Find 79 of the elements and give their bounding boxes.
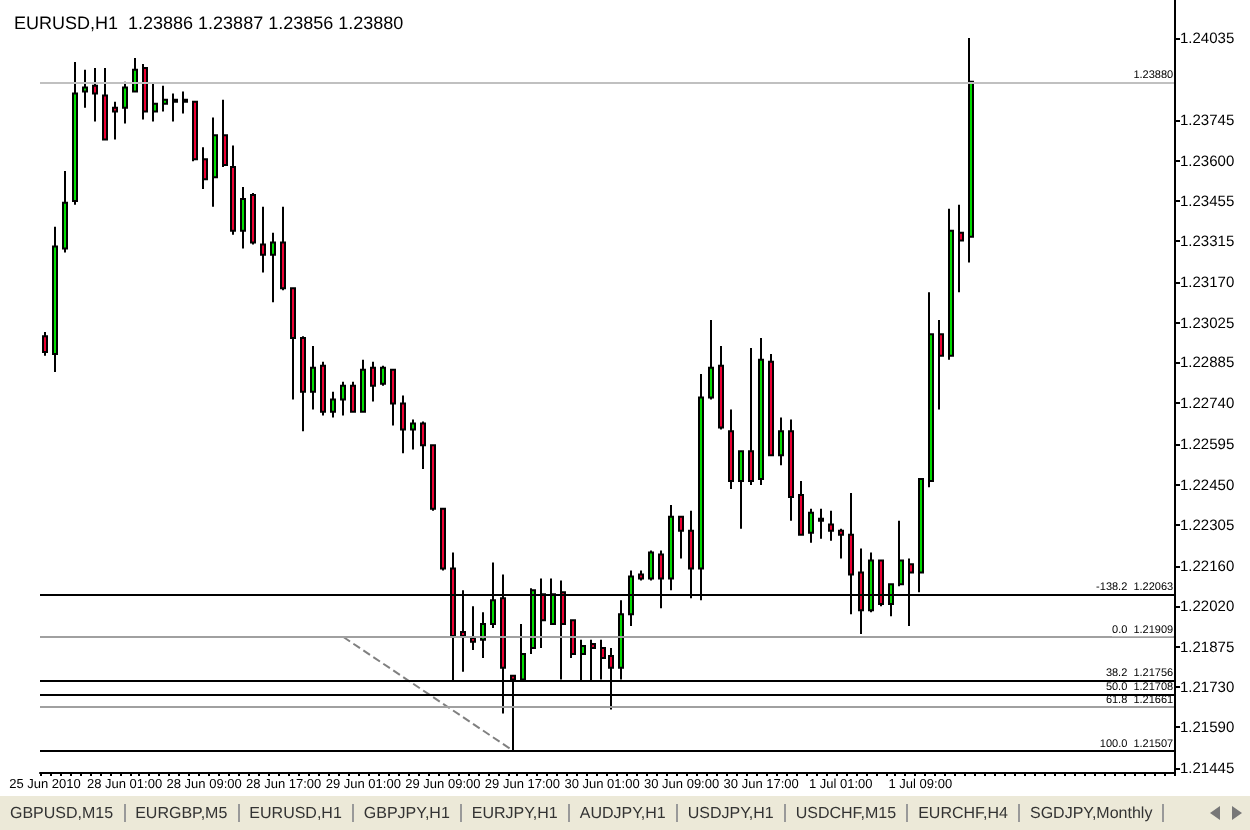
candlestick: [280, 205, 286, 292]
candlestick: [728, 408, 734, 491]
text: EURUSD,H1 1.23886 1.23887 1.23856 1.23880: [14, 13, 404, 33]
text: GBPUSD,M15: [0, 804, 126, 822]
candlestick: [250, 192, 256, 246]
candlestick: [768, 352, 774, 457]
text: AUDJPY,H1: [569, 804, 678, 822]
text: EURGBP,M5: [125, 804, 240, 822]
candlestick: [230, 144, 236, 236]
candlestick: [192, 100, 198, 163]
candlestick: [798, 479, 804, 536]
candlestick: [240, 186, 246, 250]
candlestick: [968, 37, 974, 264]
candlestick: [350, 380, 356, 413]
candlestick: [400, 394, 406, 455]
candlestick: [102, 66, 108, 141]
candlestick: [410, 418, 416, 451]
candlestick: [212, 116, 218, 208]
candlestick: [570, 619, 576, 659]
candlestick: [340, 380, 346, 417]
candlestick: [122, 80, 128, 125]
candlestick: [310, 344, 316, 411]
candlestick: [788, 418, 794, 522]
candlestick: [778, 416, 784, 467]
candlestick: [290, 287, 296, 401]
candlestick: [718, 344, 724, 431]
candlestick: [938, 319, 944, 411]
candlestick: [748, 346, 754, 486]
candlestick: [132, 57, 138, 93]
text: USDCHF,M15: [785, 804, 909, 822]
candlestick: [300, 335, 306, 433]
candlestick: [430, 444, 436, 512]
candlestick: [270, 231, 276, 304]
candlestick: [42, 330, 48, 357]
candlestick: [440, 507, 446, 572]
candlestick: [678, 515, 684, 560]
candlestick: [152, 82, 158, 123]
candlestick: [838, 527, 844, 560]
candlestick: [182, 90, 188, 115]
candlestick: [72, 60, 78, 206]
candlestick: [92, 66, 98, 123]
candlestick: [758, 337, 764, 486]
candlestick: [948, 207, 954, 361]
candlestick: [82, 68, 88, 109]
candlestick: [928, 291, 934, 489]
candlestick: [808, 507, 814, 544]
candlestick: [668, 503, 674, 592]
text: EURUSD,H1: [239, 804, 354, 822]
candlestick: [818, 507, 824, 540]
candlestick: [390, 368, 396, 427]
candlestick: [260, 205, 266, 274]
candlestick: [958, 203, 964, 294]
text: EURCHF,H4: [908, 804, 1020, 822]
candlestick: [172, 92, 178, 123]
candlestick: [320, 360, 326, 417]
candlestick: [470, 605, 476, 651]
candlestick: [330, 390, 336, 419]
candlestick: [370, 360, 376, 403]
candlestick: [202, 146, 208, 191]
candlestick: [222, 98, 228, 169]
text: GBPJPY,H1: [353, 804, 462, 822]
candlestick: [420, 420, 426, 471]
candlestick: [898, 519, 904, 588]
text: EURJPY,H1: [461, 804, 570, 822]
candlestick: [380, 364, 386, 387]
candlestick: [62, 170, 68, 254]
candlestick: [708, 319, 714, 401]
candlestick: [648, 549, 654, 582]
text: USDJPY,H1: [677, 804, 786, 822]
candlestick: [638, 569, 644, 582]
candlestick: [360, 358, 366, 413]
candlestick: [142, 62, 148, 121]
candlestick: [52, 225, 58, 373]
candlestick: [480, 611, 486, 659]
text: SGDJPY,Monthly: [1019, 804, 1165, 822]
candlestick: [162, 84, 168, 113]
candlestick: [112, 100, 118, 141]
candlestick: [738, 450, 744, 530]
candlestick: [828, 509, 834, 542]
